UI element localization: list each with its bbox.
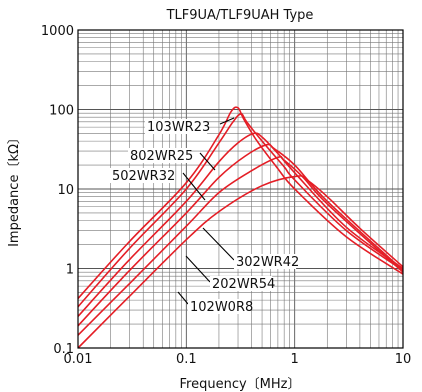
series-line-502WR32: [77, 132, 404, 317]
label-background: [145, 119, 208, 134]
label-background: [210, 276, 273, 291]
y-tick-label: 1000: [41, 24, 74, 39]
leader-line: [177, 291, 189, 305]
series-line-302WR42: [77, 143, 404, 327]
chart-title: TLF9UA/TLF9UAH Type: [166, 8, 314, 23]
label-background: [188, 299, 251, 314]
x-tick-label: 0.01: [64, 352, 93, 367]
label-background: [128, 148, 191, 163]
series-line-102W0R8: [77, 175, 404, 349]
series-label-802WR25: 802WR25: [130, 149, 193, 164]
series-label-202WR54: 202WR54: [212, 277, 275, 292]
y-tick-label: 1: [66, 263, 74, 278]
series-label-102W0R8: 102W0R8: [190, 300, 253, 315]
y-tick-label: 100: [49, 104, 74, 119]
series-label-302WR42: 302WR42: [236, 255, 299, 270]
x-tick-label: 1: [291, 352, 299, 367]
leader-line: [182, 172, 206, 201]
label-background: [234, 254, 297, 269]
y-axis-title: Impedance〔kΩ〕: [7, 131, 22, 247]
series-label-502WR32: 502WR32: [112, 169, 175, 184]
series-label-103WR23: 103WR23: [147, 120, 210, 135]
plot-frame: [77, 29, 404, 349]
label-background: [110, 168, 173, 183]
leader-line: [202, 227, 235, 261]
y-tick-label: 0.1: [53, 342, 74, 357]
x-tick-label: 10: [395, 352, 412, 367]
y-tick-label: 10: [57, 183, 74, 198]
leader-line: [199, 152, 216, 171]
leader-line: [185, 255, 211, 283]
series-line-202WR54: [77, 155, 404, 336]
series-labels: 103WR23 802WR25 502WR32 302WR42 202WR54 102W0…: [110, 117, 299, 315]
series-line-802WR25: [77, 113, 404, 308]
x-tick-label: 0.1: [176, 352, 197, 367]
series-layer: [77, 106, 404, 349]
x-axis-title: Frequency〔MHz〕: [180, 377, 301, 392]
leader-line: [219, 117, 235, 125]
series-line-103WR23: [77, 106, 404, 300]
